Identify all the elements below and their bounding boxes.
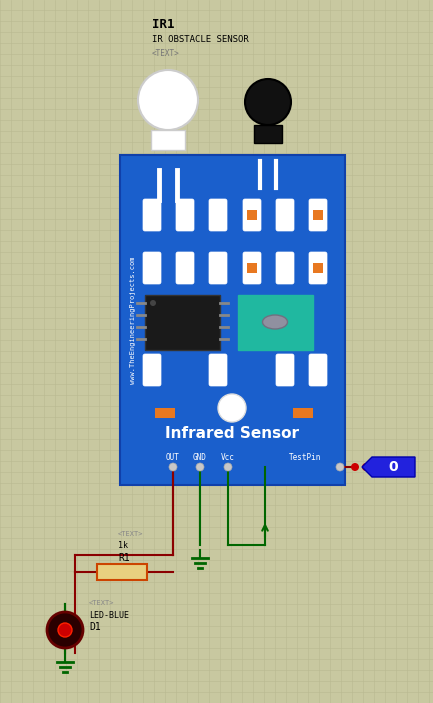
Text: <TEXT>: <TEXT> [89,600,114,606]
Circle shape [362,463,370,471]
Bar [238,295,313,350]
Ellipse shape [262,315,288,329]
FancyBboxPatch shape [209,354,227,386]
Text: IR OBSTACLE SENSOR: IR OBSTACLE SENSOR [152,35,249,44]
Bar [145,295,220,350]
Circle shape [224,463,232,471]
Text: Vcc: Vcc [221,453,235,463]
Bar [313,263,323,273]
Text: 1k: 1k [118,541,128,550]
Circle shape [169,463,177,471]
Text: R1: R1 [118,553,130,563]
Circle shape [336,463,344,471]
Text: D1: D1 [89,622,101,632]
FancyBboxPatch shape [309,199,327,231]
FancyBboxPatch shape [309,252,327,284]
Text: LED-BLUE: LED-BLUE [89,610,129,619]
Text: Infrared Sensor: Infrared Sensor [165,425,299,441]
FancyBboxPatch shape [209,252,227,284]
FancyBboxPatch shape [243,252,261,284]
Bar [120,155,345,485]
FancyBboxPatch shape [276,199,294,231]
FancyBboxPatch shape [243,199,261,231]
FancyBboxPatch shape [209,199,227,231]
Circle shape [351,463,359,471]
Text: www.TheEngineeringProjects.com: www.TheEngineeringProjects.com [130,257,136,384]
Polygon shape [362,457,415,477]
FancyBboxPatch shape [276,354,294,386]
FancyBboxPatch shape [143,354,161,386]
Text: <TEXT>: <TEXT> [118,531,143,537]
Bar [254,125,282,143]
FancyBboxPatch shape [176,199,194,231]
FancyBboxPatch shape [143,199,161,231]
FancyBboxPatch shape [276,252,294,284]
FancyBboxPatch shape [309,354,327,386]
Circle shape [196,463,204,471]
Circle shape [245,79,291,125]
Bar [155,408,175,418]
Bar [151,130,185,150]
Circle shape [47,612,83,648]
Text: TestPin: TestPin [289,453,321,463]
Bar [313,210,323,220]
Circle shape [58,623,72,637]
Text: GND: GND [193,453,207,463]
Circle shape [218,394,246,422]
Circle shape [138,70,198,130]
Bar [293,408,313,418]
Text: <TEXT>: <TEXT> [152,49,180,58]
Bar [247,263,257,273]
FancyBboxPatch shape [143,252,161,284]
Circle shape [150,300,156,306]
Text: IR1: IR1 [152,18,174,32]
Bar [247,210,257,220]
Text: 0: 0 [388,460,398,474]
Bar [97,564,147,580]
Text: OUT: OUT [166,453,180,463]
FancyBboxPatch shape [176,252,194,284]
